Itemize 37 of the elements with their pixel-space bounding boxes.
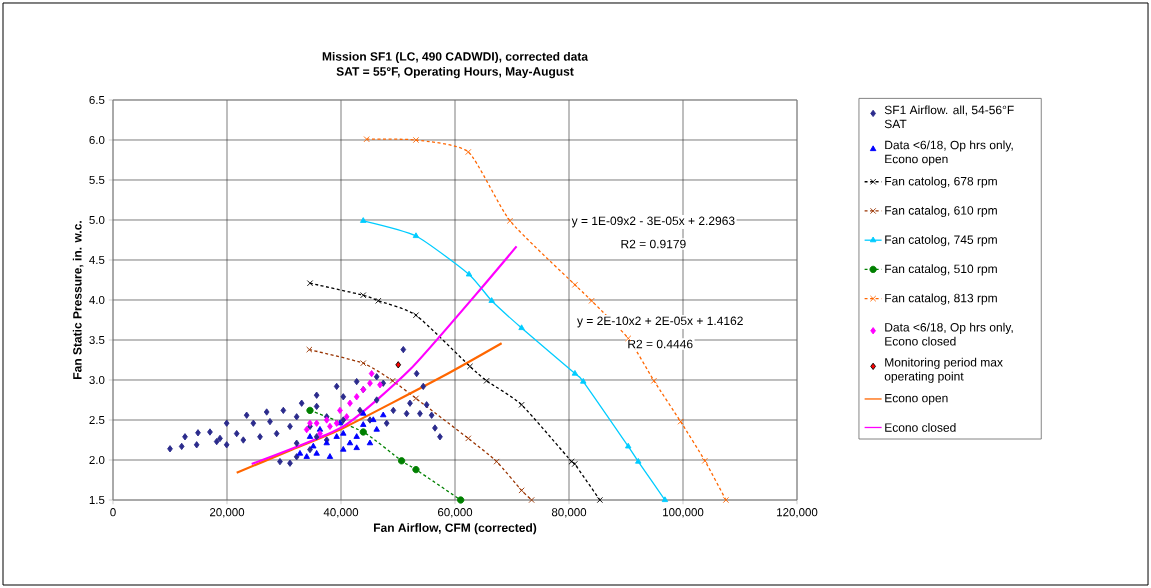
y-tick-label: 2.0: [89, 455, 105, 465]
annotation: R2 = 0.9179: [621, 239, 686, 249]
y-axis-title: Fan Static Pressure, in. w.c.: [72, 221, 84, 379]
y-tick-label: 6.5: [89, 95, 105, 105]
y-tick-label: 3.0: [89, 375, 105, 385]
x-tick-label: 120,000: [777, 508, 818, 518]
annotation: y = 2E-10x2 + 2E-05x + 1.4162: [577, 316, 743, 328]
legend-label: Econo open: [885, 393, 948, 405]
y-tick-label: 2.5: [89, 415, 105, 425]
y-tick-label: 3.5: [89, 335, 105, 345]
y-tick-label: 5.5: [89, 175, 105, 185]
x-tick-label: 20,000: [209, 508, 245, 518]
legend-label: Fan catalog, 510 rpm: [885, 264, 997, 276]
x-tick-label: 80,000: [551, 508, 587, 518]
y-tick-label: 6.0: [89, 135, 105, 145]
y-tick-label: 1.5: [89, 495, 105, 505]
y-tick-label: 4.0: [89, 295, 105, 305]
chart-title: Mission SF1 (LC, 490 CADWDI), corrected data: [322, 51, 589, 64]
legend-label: Data <6/18, Op hrs only, Econo open: [885, 140, 1013, 166]
x-tick-label: 100,000: [663, 508, 704, 518]
legend-label: Monitoring period max operating point: [884, 357, 1003, 383]
annotation: y = 1E-09x2 - 3E-05x + 2.2963: [571, 216, 735, 228]
legend-label: Econo closed: [885, 422, 956, 432]
x-tick-label: 0: [110, 508, 116, 517]
legend-label: SF1 Airflow. all, 54-56°F SAT: [884, 105, 1014, 129]
y-tick-label: 5.0: [89, 215, 105, 225]
x-axis-title: Fan Airflow, CFM (corrected): [374, 523, 537, 535]
legend-label: Fan catolog, 745 rpm: [885, 235, 997, 247]
x-tick-label: 60,000: [438, 508, 473, 518]
chart-subtitle: SAT = 55°F, Operating Hours, May-August: [336, 66, 574, 79]
legend-label: Fan catalog, 813 rpm: [885, 293, 997, 305]
legend-label: Fan catolog, 678 rpm: [885, 176, 997, 188]
legend-label: Data <6/18, Op hrs only, Econo closed: [885, 322, 1013, 346]
legend-label: Fan catalog, 610 rpm: [885, 205, 997, 218]
x-tick-label: 40,000: [323, 508, 359, 518]
y-tick-label: 4.5: [89, 255, 105, 265]
annotation: R2 = 0.4446: [628, 339, 693, 349]
